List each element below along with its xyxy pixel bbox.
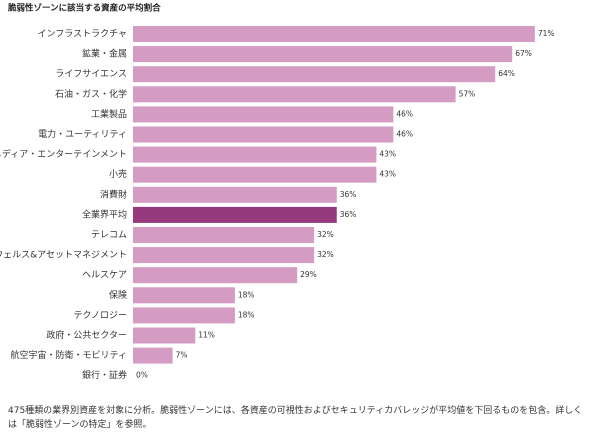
- value-label: 18%: [238, 310, 255, 319]
- value-label: 36%: [340, 190, 357, 199]
- bar: [133, 347, 173, 364]
- category-label: ヘルスケア: [82, 270, 127, 281]
- category-label: 消費財: [100, 188, 127, 200]
- value-label: 57%: [459, 89, 476, 98]
- value-label: 46%: [396, 109, 413, 118]
- value-label: 0%: [136, 371, 148, 380]
- value-label: 46%: [396, 130, 413, 139]
- category-label: ウェルス&アセットマネジメント: [0, 250, 127, 261]
- value-label: 71%: [538, 29, 555, 38]
- value-label: 64%: [498, 69, 515, 78]
- bar: [133, 86, 456, 103]
- category-label: 保険: [109, 289, 127, 301]
- bar: [133, 267, 298, 284]
- value-label: 43%: [379, 150, 396, 159]
- chart: 脆弱性ゾーンに該当する資産の平均割合 インフラストラクチャ 71% 鉱業・金属 67%…: [0, 3, 555, 382]
- bar: [133, 206, 337, 223]
- bar: [133, 126, 394, 143]
- bar: [133, 66, 496, 83]
- value-label: 29%: [300, 270, 317, 279]
- category-label: メディア・エンターテインメント: [0, 148, 127, 160]
- bar: [133, 166, 377, 183]
- value-label: 36%: [340, 210, 357, 219]
- chart-title: 脆弱性ゾーンに該当する資産の平均割合: [7, 3, 161, 14]
- category-label: 工業製品: [91, 108, 127, 120]
- value-label: 7%: [176, 351, 188, 360]
- bar: [133, 327, 196, 344]
- bar: [133, 287, 235, 304]
- category-label: 石油・ガス・化学: [55, 88, 127, 100]
- value-label: 32%: [317, 250, 334, 259]
- category-label: テクノロジー: [74, 310, 127, 321]
- footnote: 475種類の業界別資産を対象に分析。脆弱性ゾーンには、各資産の可視性およびセキュ…: [8, 406, 583, 430]
- bar: [133, 227, 315, 243]
- bar: [133, 26, 535, 42]
- category-label: 全業界平均: [82, 208, 127, 220]
- bar: [133, 106, 394, 123]
- value-label: 67%: [515, 49, 532, 58]
- category-label: 小売: [109, 168, 127, 180]
- category-label: 銀行・証券: [82, 369, 127, 381]
- category-label: ライフサイエンス: [55, 69, 127, 80]
- category-label: 航空宇宙・防衛・モビリティ: [11, 349, 127, 361]
- category-label: インフラストラクチャ: [38, 29, 127, 40]
- category-label: テレコム: [91, 230, 127, 241]
- category-label: 政府・公共セクター: [46, 329, 127, 341]
- value-label: 43%: [379, 170, 396, 179]
- bar: [133, 307, 235, 324]
- category-label: 鉱業・金属: [82, 48, 127, 60]
- value-label: 11%: [198, 331, 215, 340]
- bar: [133, 146, 377, 163]
- value-label: 32%: [317, 230, 334, 239]
- value-label: 18%: [238, 290, 255, 299]
- bar: [133, 46, 513, 63]
- category-label: 電力・ユーティリティ: [38, 128, 127, 140]
- bar: [133, 186, 337, 203]
- bar: [133, 247, 315, 264]
